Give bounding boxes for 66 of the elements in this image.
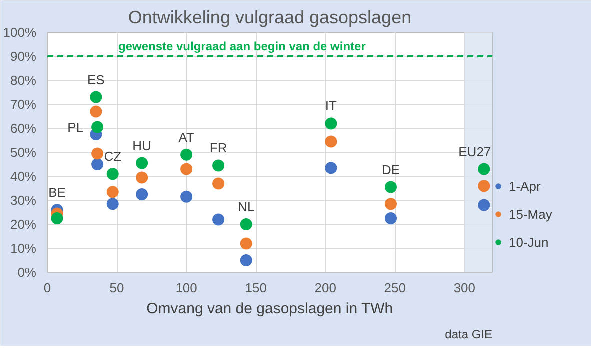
annotation: DE [382,162,400,178]
y-tick-label: 60% [10,121,37,136]
point [136,157,148,170]
x-tick-label: 300 [454,280,476,296]
point [325,136,338,148]
point [384,181,397,194]
y-tick-label: 100% [3,25,37,40]
point [325,118,338,130]
point [240,238,252,250]
x-tick-label: 100 [176,280,198,296]
y-tick-label: 10% [10,241,37,256]
point [212,178,225,190]
ref-line-label: gewenste vulgraad aan begin van de winter [118,40,366,54]
point [478,163,490,176]
point [240,254,252,266]
annotation: CZ [104,149,122,164]
y-tick-label: 0% [18,265,37,280]
x-tick-label: 0 [44,280,52,296]
point [478,199,490,212]
y-tick-label: 30% [10,193,37,208]
annotation: IT [325,98,338,114]
point [384,212,397,224]
annotation: BE [48,185,66,200]
point [240,218,252,230]
x-axis-title: Omvang van de gasopslagen in TWh [146,300,394,318]
point [106,198,119,210]
legend-label: 10-Jun [509,234,549,250]
point [90,106,102,118]
annotation: HU [132,138,152,154]
point [180,148,193,161]
legend-label: 1-Apr [509,178,541,194]
y-tick-label: 40% [10,169,37,184]
x-tick-label: 150 [245,280,267,296]
point [384,198,397,210]
point [90,91,102,104]
point [92,121,104,134]
annotation: NL [238,200,255,214]
annotation: AT [178,130,194,145]
y-tick-label: 80% [10,73,37,88]
point [325,162,338,174]
point [136,172,148,184]
annotation: FR [210,140,228,156]
point [180,163,193,176]
point [51,212,64,224]
x-tick-label: 250 [384,280,406,296]
text: data GIE [445,328,493,342]
annotation: PL [68,120,84,135]
point [106,168,119,180]
point [92,158,104,170]
y-tick-label: 70% [10,97,37,112]
x-tick-label: 50 [110,280,124,296]
point [136,188,148,200]
point [478,180,490,192]
annotation: ES [88,72,106,88]
y-tick-label: 50% [10,145,37,160]
point [92,148,104,160]
y-tick-label: 20% [10,217,37,232]
legend-label: 15-May [509,206,552,222]
point [106,186,119,198]
chart-title: Ontwikkeling vulgraad gasopslagen [128,8,412,28]
point [212,160,225,172]
point [180,190,193,203]
y-tick-label: 90% [10,49,37,64]
annotation: EU27 [458,144,492,160]
x-tick-label: 200 [314,280,336,296]
point [212,214,225,226]
